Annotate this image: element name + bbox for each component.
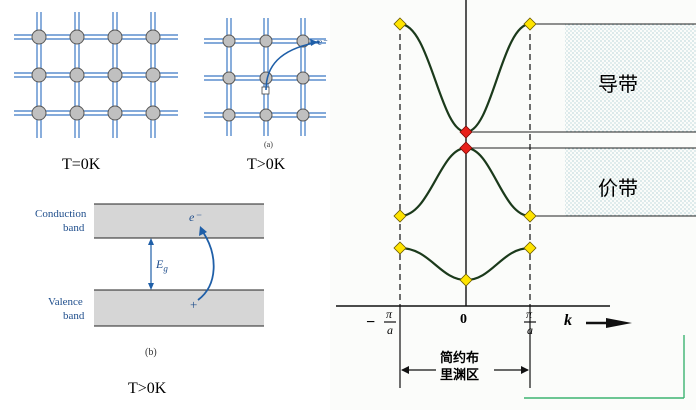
right-bound-numerator: π bbox=[526, 307, 533, 321]
left-bound-denominator: a bbox=[387, 323, 393, 337]
brillouin-zone-label-1: 简约布 bbox=[440, 351, 480, 366]
band-gap-caption: T>0K bbox=[128, 380, 167, 397]
lattice-left-caption: T=0K bbox=[62, 156, 101, 173]
k-axis-label: k bbox=[564, 312, 572, 329]
conduction-band-label-1: Conduction bbox=[35, 208, 87, 220]
origin-label: 0 bbox=[460, 312, 467, 327]
right-bound-denominator: a bbox=[527, 323, 533, 337]
lattice-panel-tag: (a) bbox=[264, 140, 273, 149]
band-hole-label: + bbox=[190, 297, 198, 312]
band-electron-label: e⁻ bbox=[189, 210, 201, 224]
left-bound-numerator: π bbox=[386, 307, 393, 321]
valence-band-cn-label: 价带 bbox=[598, 176, 638, 200]
conduction-band-label-2: band bbox=[63, 222, 85, 234]
band-panel-tag: (b) bbox=[145, 347, 157, 358]
valence-band-label-2: band bbox=[63, 310, 85, 322]
brillouin-zone-label-2: 里渊区 bbox=[440, 368, 480, 383]
left-bound-sign: − bbox=[366, 314, 376, 331]
band-gap-symbol: Eg bbox=[156, 257, 168, 274]
conduction-band-cn-label: 导带 bbox=[598, 72, 638, 96]
lattice-right-caption: T>0K bbox=[247, 156, 286, 173]
valence-band-label-1: Valence bbox=[48, 296, 83, 308]
lattice-electron-label: e⁻ bbox=[318, 37, 327, 47]
